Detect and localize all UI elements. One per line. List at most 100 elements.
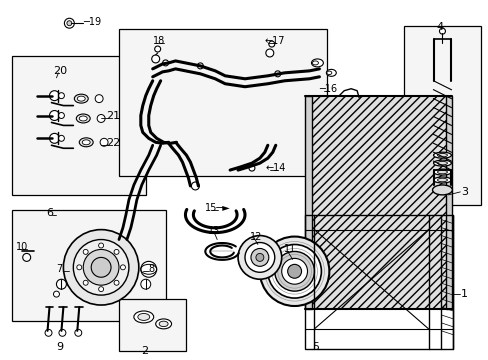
Circle shape (274, 251, 314, 291)
Text: 15─►: 15─► (205, 203, 231, 213)
Bar (309, 96, 447, 309)
Bar (119, 29, 326, 176)
Text: 6: 6 (46, 208, 53, 218)
Circle shape (268, 41, 274, 47)
Ellipse shape (432, 185, 451, 195)
Ellipse shape (311, 59, 323, 67)
Circle shape (163, 60, 168, 66)
Circle shape (63, 230, 139, 305)
Circle shape (238, 235, 281, 279)
Bar (304, 215, 452, 349)
Text: 5: 5 (312, 342, 319, 352)
Circle shape (75, 329, 81, 336)
Circle shape (244, 243, 274, 272)
Ellipse shape (437, 170, 447, 174)
Circle shape (59, 135, 64, 141)
Circle shape (77, 265, 81, 270)
Text: 20: 20 (53, 66, 67, 76)
Bar (304, 96, 312, 309)
Circle shape (99, 287, 103, 292)
Circle shape (120, 265, 125, 270)
Text: 13: 13 (208, 226, 220, 235)
Circle shape (267, 244, 321, 298)
Ellipse shape (325, 69, 336, 76)
Text: ─19: ─19 (83, 17, 101, 27)
Circle shape (49, 91, 60, 100)
Circle shape (83, 249, 119, 285)
Ellipse shape (326, 71, 331, 75)
Circle shape (151, 55, 160, 63)
Circle shape (274, 71, 280, 77)
Ellipse shape (437, 153, 447, 157)
Ellipse shape (433, 160, 450, 166)
Text: 1: 1 (460, 289, 468, 299)
Circle shape (83, 249, 88, 255)
Circle shape (287, 264, 301, 278)
Circle shape (191, 182, 199, 190)
Circle shape (141, 279, 150, 289)
Circle shape (439, 28, 445, 34)
Ellipse shape (77, 96, 85, 101)
Circle shape (250, 248, 268, 266)
Circle shape (255, 253, 264, 261)
Circle shape (141, 261, 156, 277)
Circle shape (73, 239, 129, 295)
Ellipse shape (134, 311, 153, 323)
Text: 10: 10 (16, 243, 28, 252)
Text: 8: 8 (148, 264, 155, 274)
Bar (12, 210, 165, 321)
Circle shape (67, 21, 72, 26)
Circle shape (197, 63, 203, 69)
Circle shape (53, 291, 60, 297)
Bar (403, 26, 480, 205)
Ellipse shape (74, 94, 88, 103)
Text: 12: 12 (249, 231, 262, 242)
Ellipse shape (138, 314, 149, 320)
Ellipse shape (79, 138, 93, 147)
Text: 21: 21 (106, 112, 120, 121)
Ellipse shape (82, 140, 90, 145)
Circle shape (91, 257, 111, 277)
Circle shape (265, 49, 273, 57)
Text: ←14: ←14 (265, 163, 285, 173)
Ellipse shape (159, 321, 168, 327)
Circle shape (114, 280, 119, 285)
Ellipse shape (76, 114, 90, 123)
Ellipse shape (79, 116, 87, 121)
Circle shape (64, 18, 74, 28)
Text: 3: 3 (460, 187, 468, 197)
Circle shape (59, 113, 64, 118)
Ellipse shape (433, 169, 450, 175)
Circle shape (100, 138, 108, 146)
Bar (12, 56, 145, 195)
Bar (119, 299, 186, 351)
Circle shape (97, 114, 105, 122)
Circle shape (83, 280, 88, 285)
Ellipse shape (433, 177, 450, 183)
Circle shape (56, 279, 66, 289)
Circle shape (248, 165, 254, 171)
Circle shape (59, 329, 66, 336)
Text: ─16: ─16 (319, 84, 337, 94)
Ellipse shape (437, 178, 447, 182)
Circle shape (99, 243, 103, 248)
Circle shape (49, 133, 60, 143)
Circle shape (281, 258, 307, 284)
Circle shape (59, 93, 64, 99)
Text: 9: 9 (56, 342, 63, 352)
Text: 2: 2 (141, 346, 148, 356)
Circle shape (95, 95, 103, 103)
Circle shape (259, 237, 328, 306)
Text: 7: 7 (56, 264, 62, 274)
Text: 22: 22 (106, 138, 120, 148)
Ellipse shape (433, 152, 450, 158)
Ellipse shape (155, 319, 171, 329)
Text: ←17: ←17 (264, 36, 285, 46)
Text: 11: 11 (283, 244, 295, 255)
Circle shape (22, 253, 31, 261)
Circle shape (45, 329, 52, 336)
Bar (446, 96, 451, 309)
Ellipse shape (437, 161, 447, 165)
Circle shape (154, 46, 161, 52)
Text: 18: 18 (152, 36, 164, 46)
